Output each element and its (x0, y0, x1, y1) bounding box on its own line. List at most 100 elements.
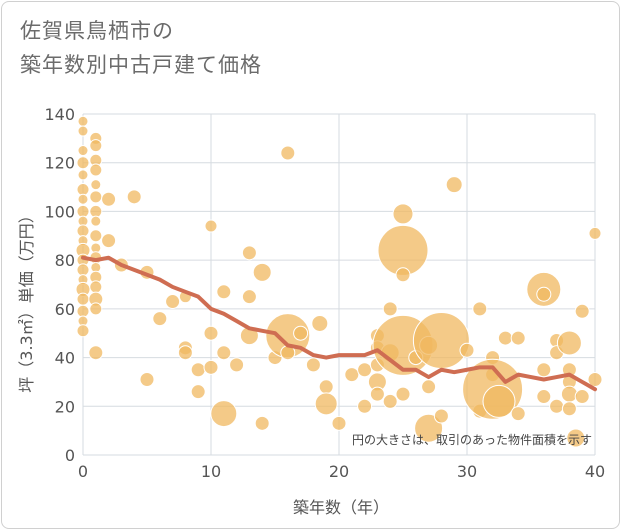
data-point (561, 401, 577, 417)
x-tick-label: 20 (329, 462, 349, 481)
data-point (293, 325, 309, 341)
data-point (89, 204, 103, 218)
data-point (241, 245, 257, 261)
data-point (587, 371, 603, 387)
data-point (574, 303, 590, 319)
y-tick-label: 100 (44, 202, 75, 221)
y-tick-label: 40 (55, 349, 75, 368)
data-point (382, 393, 398, 409)
data-point (203, 325, 219, 341)
data-point (536, 286, 552, 302)
data-point (152, 311, 168, 327)
data-point (421, 379, 437, 395)
trend-line (81, 255, 597, 392)
data-point (344, 367, 360, 383)
data-point (382, 301, 398, 317)
data-point (90, 179, 102, 191)
data-point (210, 400, 238, 428)
data-point (510, 330, 526, 346)
data-point (305, 357, 321, 373)
data-point (77, 115, 89, 127)
data-point (482, 384, 516, 418)
trend-line-group (81, 255, 597, 392)
chart-title: 佐賀県鳥栖市の 築年数別中古戸建て価格 (20, 14, 262, 82)
data-point (76, 292, 90, 306)
data-point (459, 342, 475, 358)
data-point (165, 294, 181, 310)
data-point (216, 345, 232, 361)
data-point (369, 386, 385, 402)
data-point (331, 415, 347, 431)
data-point (536, 389, 552, 405)
data-point (89, 229, 103, 243)
data-point (190, 362, 206, 378)
data-point (254, 415, 270, 431)
data-point (445, 176, 463, 194)
y-tick-label: 20 (55, 397, 75, 416)
axis-ticks: 0 20 40 60 80 100 120 140 0 10 20 30 40 (44, 105, 605, 481)
data-point (574, 389, 590, 405)
data-point (76, 263, 90, 277)
data-point (177, 345, 193, 361)
data-point (241, 289, 257, 305)
data-point (77, 193, 89, 205)
data-point (77, 145, 89, 157)
x-tick-label: 0 (78, 462, 88, 481)
data-point (89, 302, 103, 316)
data-point (314, 392, 338, 416)
data-point (566, 428, 586, 448)
grid-lines (82, 113, 596, 456)
data-point (395, 267, 411, 283)
data-point (101, 191, 117, 207)
data-point (472, 301, 488, 317)
data-point (76, 183, 90, 197)
x-tick-label: 30 (457, 462, 477, 481)
data-point (560, 385, 578, 403)
data-point (229, 357, 245, 373)
data-point (89, 280, 103, 294)
data-point (588, 226, 602, 240)
x-tick-label: 10 (201, 462, 221, 481)
data-point (549, 398, 565, 414)
data-point (556, 330, 582, 356)
y-tick-label: 120 (44, 154, 75, 173)
x-tick-label: 40 (585, 462, 605, 481)
data-point (89, 163, 103, 177)
y-axis-label: 坪（3.3㎡）単価（万円） (17, 207, 36, 392)
data-point (318, 379, 334, 395)
data-point (76, 224, 90, 238)
data-point (497, 330, 513, 346)
data-point (280, 145, 296, 161)
data-point (77, 125, 89, 137)
data-point (204, 219, 218, 233)
data-point (126, 189, 142, 205)
x-axis-label: 築年数（年） (293, 498, 389, 517)
data-point (311, 314, 329, 332)
data-point (76, 324, 90, 338)
data-point (216, 284, 232, 300)
y-tick-label: 60 (55, 300, 75, 319)
data-point (76, 204, 90, 218)
data-point (89, 190, 103, 204)
data-point (414, 413, 444, 443)
data-point (392, 203, 414, 225)
data-point (412, 312, 470, 370)
bubble-size-note: 円の大きさは、取引のあった物件面積を示す (352, 432, 592, 447)
data-point (77, 169, 89, 181)
data-point (76, 304, 90, 318)
y-tick-label: 0 (65, 446, 75, 465)
data-point (88, 345, 104, 361)
data-point (357, 398, 373, 414)
data-point (252, 262, 272, 282)
data-point (90, 215, 102, 227)
chart-title-line1: 佐賀県鳥栖市の (20, 19, 174, 43)
data-point (357, 362, 373, 378)
data-point (395, 386, 411, 402)
data-point (536, 362, 552, 378)
y-tick-label: 140 (44, 105, 75, 124)
y-tick-label: 80 (55, 251, 75, 270)
data-point (101, 233, 117, 249)
data-point (139, 371, 155, 387)
